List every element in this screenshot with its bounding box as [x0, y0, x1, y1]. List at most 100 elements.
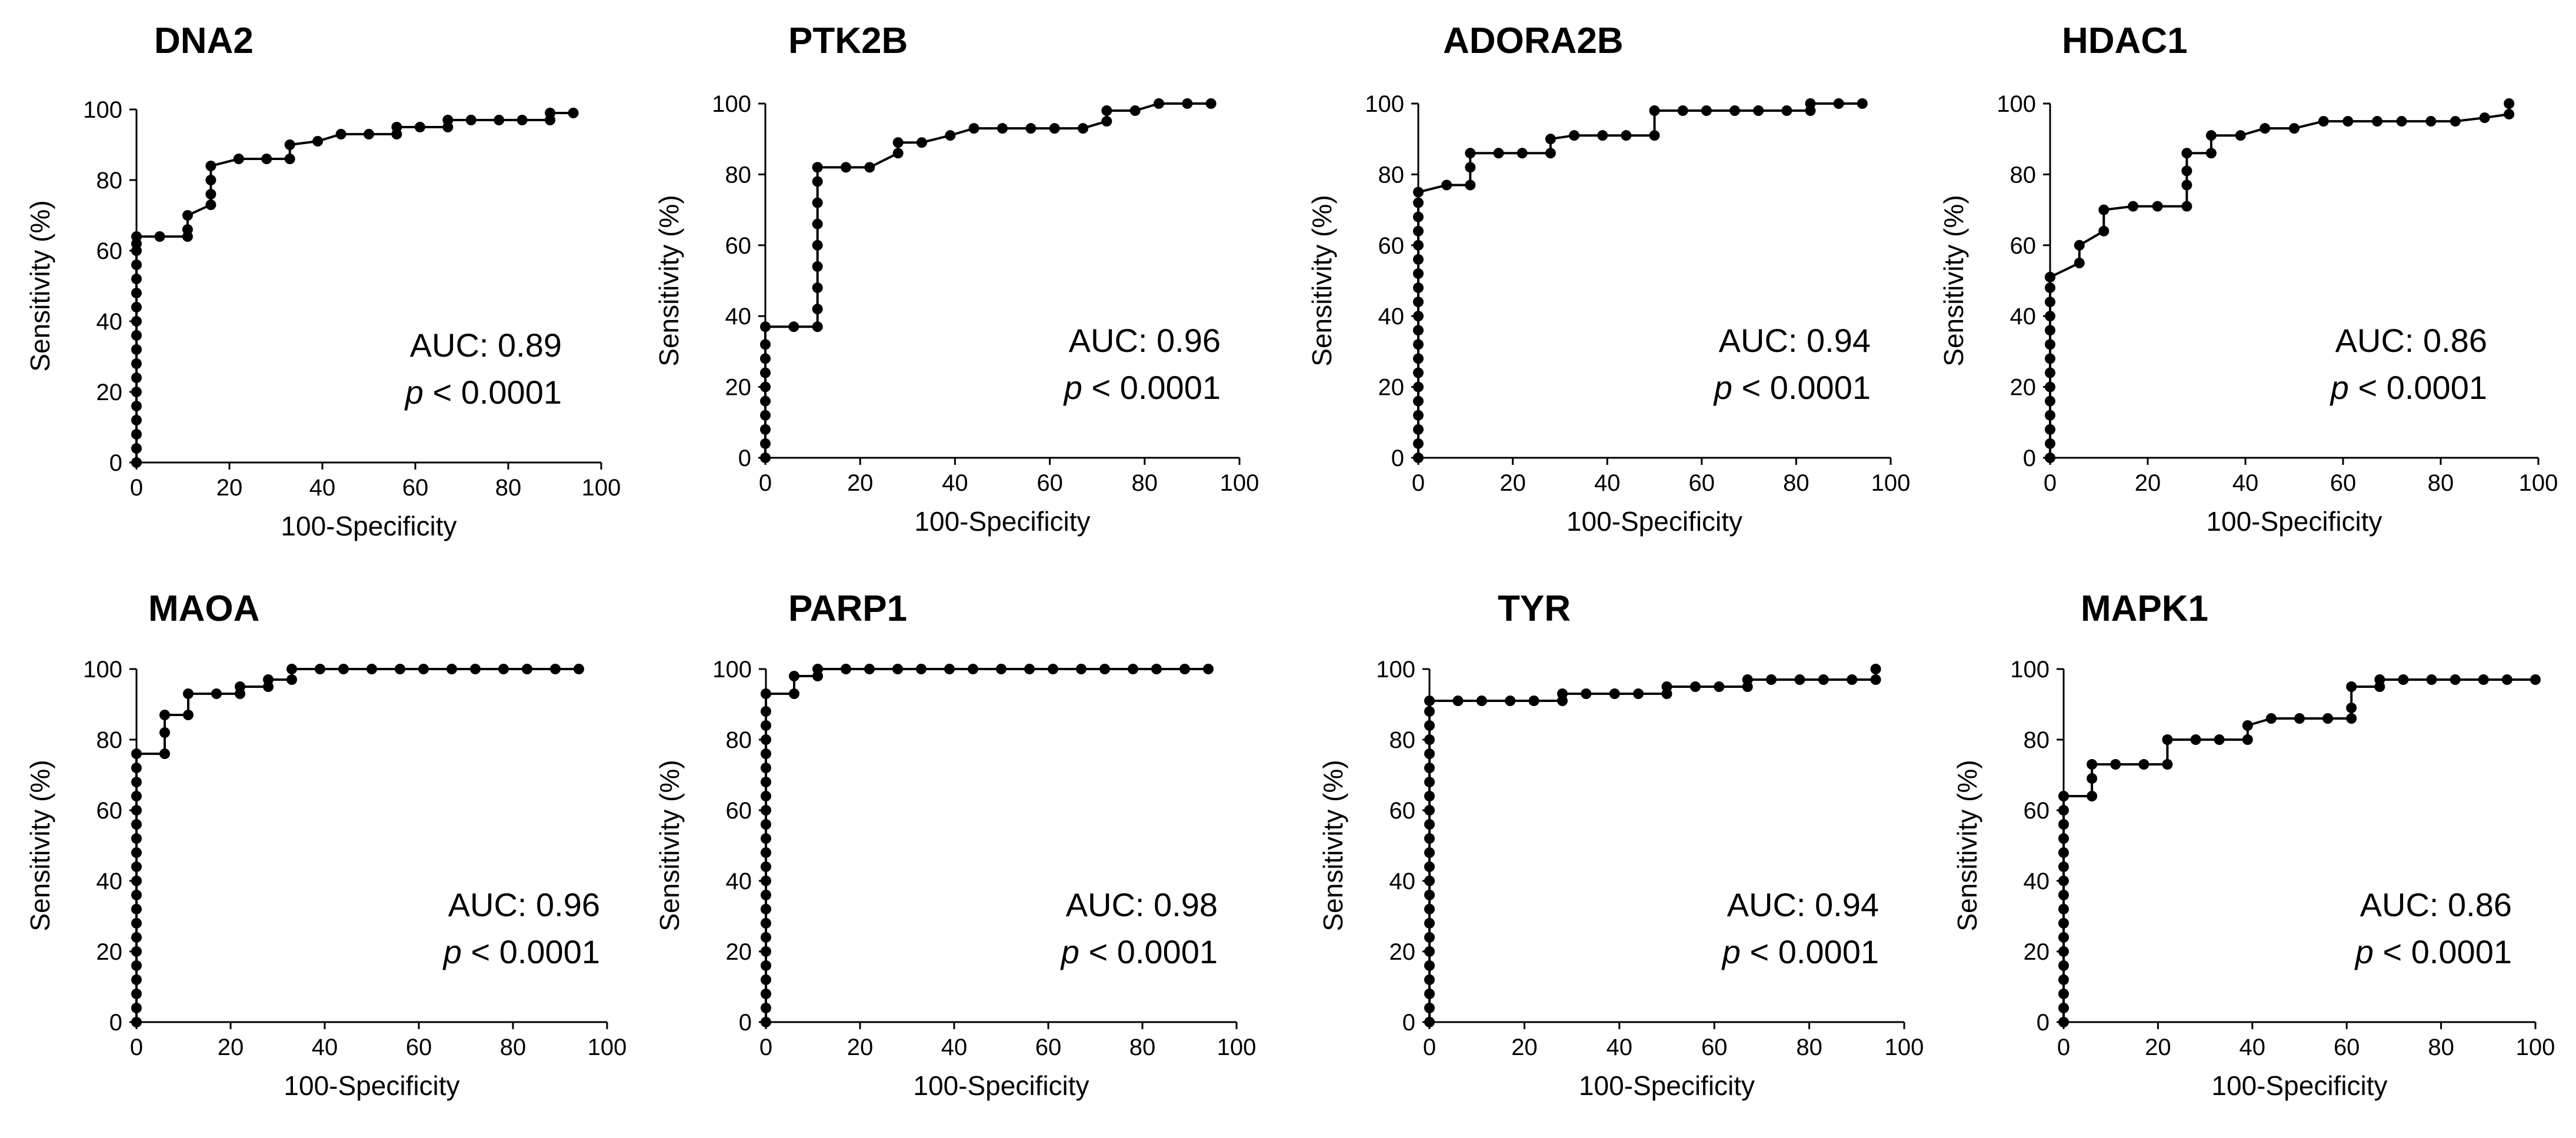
roc-point — [2058, 847, 2069, 858]
roc-point — [1517, 148, 1528, 159]
roc-point — [2138, 759, 2150, 770]
roc-point — [761, 876, 771, 886]
x-tick-label: 0 — [130, 1034, 143, 1060]
roc-point — [761, 791, 771, 801]
roc-point — [760, 381, 771, 392]
roc-point — [131, 358, 142, 369]
roc-point — [2318, 116, 2329, 127]
roc-point — [442, 115, 454, 125]
roc-point — [131, 946, 142, 957]
roc-point — [1203, 664, 1214, 674]
x-tick-label: 20 — [216, 475, 243, 501]
x-axis-title: 100-Specificity — [1579, 1070, 1755, 1101]
roc-panel-hdac1: HDAC1 0 20 40 60 80 100 0 20 40 60 80 100 100-Specifi… — [1938, 21, 2558, 537]
roc-point — [261, 154, 272, 164]
y-tick-label: 40 — [96, 309, 123, 335]
roc-point — [2045, 311, 2055, 322]
auc-annotation: AUC: 0.89 — [410, 327, 562, 364]
y-tick-label: 60 — [2010, 233, 2037, 259]
roc-point — [864, 162, 875, 173]
x-tick-label: 100 — [1885, 1034, 1924, 1060]
auc-annotation: AUC: 0.86 — [2335, 322, 2487, 359]
roc-point — [1424, 805, 1435, 816]
roc-point — [812, 664, 823, 674]
roc-point — [1049, 123, 1060, 134]
x-tick-label: 40 — [941, 1034, 968, 1060]
roc-point — [761, 918, 771, 929]
roc-point — [568, 108, 579, 118]
roc-point — [182, 210, 193, 221]
roc-point — [1413, 311, 1424, 322]
roc-point — [1424, 847, 1435, 858]
x-axis-title: 100-Specificity — [914, 506, 1090, 537]
roc-point — [284, 139, 295, 150]
roc-point — [574, 664, 584, 674]
roc-point — [131, 833, 142, 844]
p-value-annotation: p < 0.0001 — [2330, 369, 2487, 406]
roc-point — [131, 457, 142, 468]
roc-point — [1413, 395, 1424, 407]
roc-point — [1649, 105, 1660, 117]
x-tick-label: 40 — [312, 1034, 338, 1060]
p-value-annotation: p < 0.0001 — [1060, 933, 1218, 970]
auc-annotation: AUC: 0.94 — [1727, 886, 1879, 923]
y-tick-label: 20 — [96, 380, 123, 405]
p-value-text: < 0.0001 — [2374, 933, 2512, 970]
roc-point — [1129, 105, 1141, 117]
roc-point — [1153, 98, 1164, 109]
roc-point — [761, 819, 771, 830]
y-tick-label: 40 — [1378, 304, 1405, 330]
roc-point — [2074, 239, 2085, 251]
roc-point — [761, 1017, 771, 1027]
roc-point — [761, 974, 771, 985]
roc-point — [131, 847, 142, 858]
roc-point — [2087, 759, 2098, 770]
roc-point — [2450, 116, 2461, 127]
x-tick-label: 100 — [582, 475, 621, 501]
roc-point — [2058, 833, 2069, 844]
roc-point — [205, 161, 216, 171]
roc-point — [1424, 791, 1435, 801]
roc-point — [841, 162, 852, 173]
x-tick-label: 100 — [2519, 470, 2558, 496]
x-tick-label: 100 — [2516, 1034, 2555, 1060]
auc-annotation: AUC: 0.96 — [1069, 322, 1221, 359]
y-tick-label: 0 — [2023, 445, 2036, 471]
roc-point — [2045, 367, 2055, 378]
roc-point — [1182, 98, 1193, 109]
p-value-text: < 0.0001 — [1732, 369, 1871, 406]
roc-point — [1609, 688, 1620, 699]
roc-point — [2322, 713, 2334, 724]
roc-point — [131, 748, 142, 759]
roc-point — [761, 763, 771, 773]
roc-point — [2058, 960, 2069, 971]
y-tick-label: 40 — [96, 869, 123, 894]
roc-point — [1076, 664, 1087, 674]
roc-point — [761, 847, 771, 858]
roc-point — [1424, 960, 1435, 971]
roc-point — [1870, 664, 1881, 674]
roc-point — [263, 674, 274, 685]
roc-point — [761, 688, 771, 699]
roc-point — [545, 108, 556, 118]
p-value-annotation: p < 0.0001 — [1721, 933, 1879, 970]
roc-point — [2058, 819, 2069, 830]
roc-point — [1441, 179, 1452, 191]
roc-point — [761, 833, 771, 844]
y-tick-label: 40 — [2024, 869, 2050, 894]
roc-point — [1424, 1017, 1435, 1027]
y-tick-label: 60 — [1378, 233, 1405, 259]
roc-point — [2128, 201, 2139, 212]
roc-point — [2346, 681, 2357, 692]
roc-panel-ptk2b: PTK2B 0 20 40 60 80 100 0 20 40 60 80 100 100-Specifi… — [654, 21, 1259, 537]
roc-point — [335, 129, 346, 139]
roc-point — [2265, 713, 2277, 724]
y-axis-title: Sensitivity (%) — [1938, 195, 1969, 366]
roc-point — [418, 664, 429, 674]
roc-point — [1413, 211, 1424, 222]
roc-point — [760, 438, 771, 449]
x-tick-label: 40 — [942, 470, 968, 496]
p-value-annotation: p < 0.0001 — [442, 933, 600, 970]
y-tick-label: 0 — [738, 445, 751, 471]
